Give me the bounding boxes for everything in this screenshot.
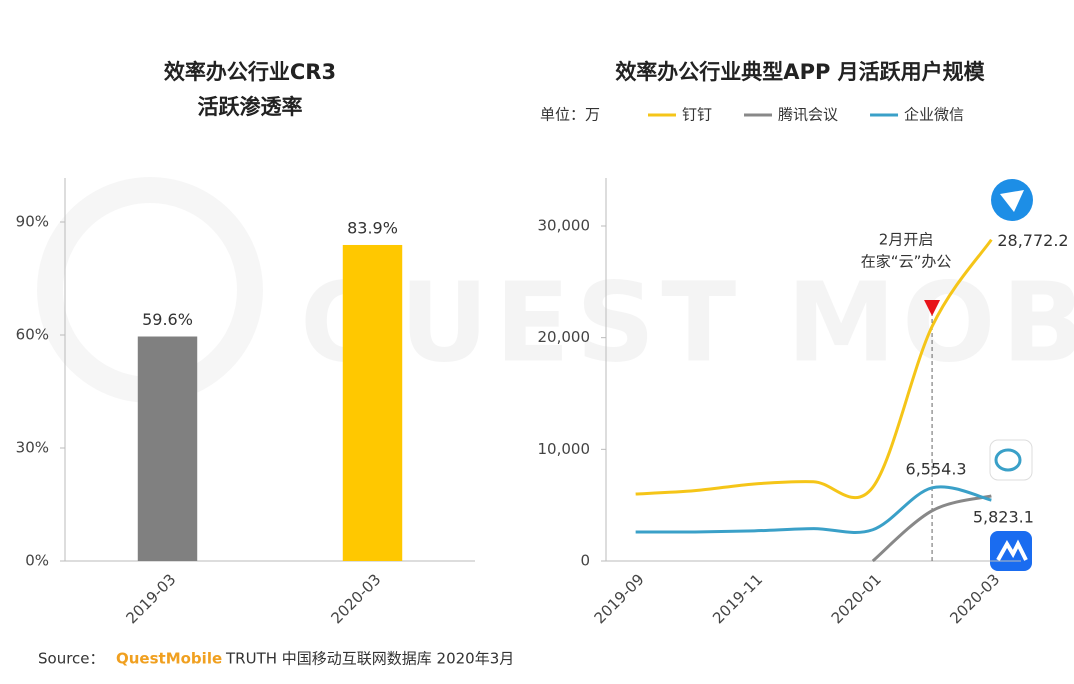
wecom-icon — [989, 439, 1033, 481]
x-tick-label: 2019-09 — [591, 570, 648, 627]
chart-title: 效率办公行业CR3 — [164, 60, 336, 84]
x-tick-label: 2019-03 — [122, 570, 179, 627]
wecom-icon-glyph — [994, 448, 1022, 472]
y-tick-label: 20,000 — [538, 328, 591, 346]
y-tick-label: 0% — [25, 552, 49, 570]
annotation-marker — [924, 300, 941, 316]
line — [635, 238, 993, 500]
x-tick-label: 2019-11 — [709, 570, 766, 627]
y-tick-label: 10,000 — [538, 440, 591, 458]
dingtalk-icon-glyph — [1000, 190, 1024, 212]
value-label: 59.6% — [142, 310, 193, 329]
bar — [137, 336, 198, 561]
x-tick-label: 2020-01 — [828, 570, 885, 627]
y-tick-label: 0 — [580, 552, 590, 570]
value-label: 83.9% — [347, 218, 398, 237]
unit-label: 单位：万 — [540, 106, 600, 124]
legend-label: 企业微信 — [904, 106, 964, 124]
value-label: 28,772.2 — [997, 231, 1068, 250]
y-tick-label: 30,000 — [538, 217, 591, 235]
value-label: 6,554.3 — [906, 459, 967, 478]
chart-title: 活跃渗透率 — [198, 95, 303, 119]
line — [635, 485, 992, 534]
y-tick-label: 30% — [16, 439, 49, 457]
value-label: 5,823.1 — [973, 507, 1034, 526]
y-tick-label: 60% — [16, 326, 49, 344]
x-tick-label: 2020-03 — [327, 570, 384, 627]
watermark: QUEST MOBILE — [300, 258, 1074, 386]
chart-title: 效率办公行业典型APP 月活跃用户规模 — [615, 60, 985, 84]
source-brand: QuestMobile — [116, 650, 222, 668]
annotation: 2月开启 — [879, 231, 934, 249]
source-text: TRUTH 中国移动互联网数据库 2020年3月 — [225, 650, 514, 668]
y-tick-label: 90% — [16, 213, 49, 231]
source-label: Source： — [38, 650, 105, 668]
annotation: 在家“云”办公 — [861, 253, 952, 271]
line — [871, 494, 992, 563]
bar — [342, 244, 403, 561]
tencent-meeting-glyph — [996, 539, 1028, 561]
x-tick-label: 2020-03 — [946, 570, 1003, 627]
legend-label: 钉钉 — [682, 106, 712, 124]
legend-label: 腾讯会议 — [778, 106, 838, 124]
